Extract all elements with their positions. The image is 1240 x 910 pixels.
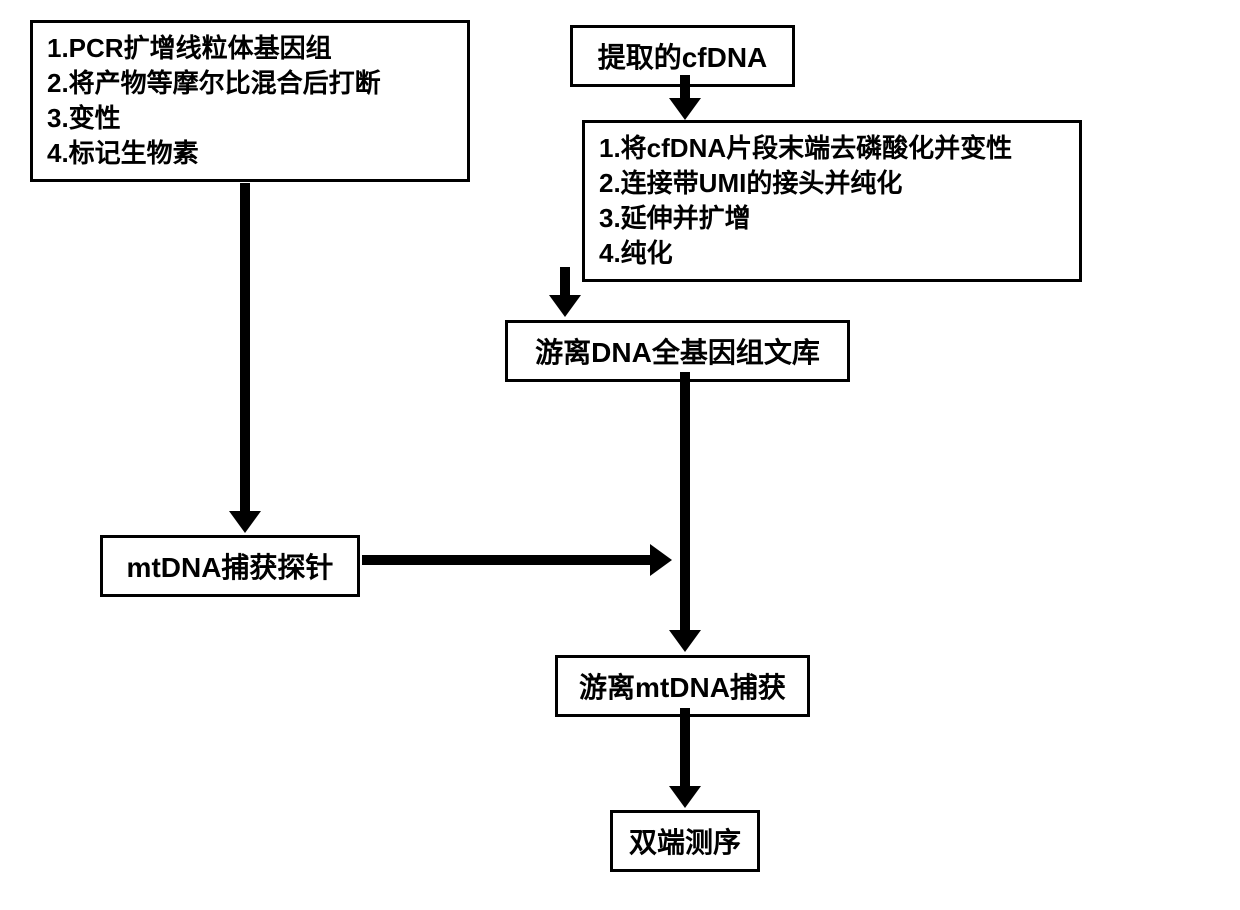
probe-step-3: 3.变性 (47, 101, 453, 136)
arrow-steps-to-library (550, 267, 580, 317)
arrow-library-to-capture (670, 372, 700, 652)
arrow-capture-to-sequencing (670, 708, 700, 808)
cfdna-step-1: 1.将cfDNA片段末端去磷酸化并变性 (599, 131, 1065, 166)
arrow-probesteps-to-probe (230, 183, 260, 533)
probe-step-4: 4.标记生物素 (47, 136, 453, 171)
probe-step-2: 2.将产物等摩尔比混合后打断 (47, 66, 453, 101)
cfdna-step-3: 3.延伸并扩增 (599, 201, 1065, 236)
arrow-cfdna-to-steps (670, 75, 700, 120)
cfdna-step-4: 4.纯化 (599, 236, 1065, 271)
probe-steps-box: 1.PCR扩增线粒体基因组 2.将产物等摩尔比混合后打断 3.变性 4.标记生物… (30, 20, 470, 182)
probe-label: mtDNA捕获探针 (127, 552, 334, 583)
probe-box: mtDNA捕获探针 (100, 535, 360, 597)
arrow-probe-to-capture-path (362, 545, 672, 575)
probe-step-1: 1.PCR扩增线粒体基因组 (47, 31, 453, 66)
sequencing-label: 双端测序 (629, 827, 741, 858)
capture-label: 游离mtDNA捕获 (579, 672, 786, 703)
sequencing-box: 双端测序 (610, 810, 760, 872)
cfdna-steps-box: 1.将cfDNA片段末端去磷酸化并变性 2.连接带UMI的接头并纯化 3.延伸并… (582, 120, 1082, 282)
cfdna-label: 提取的cfDNA (598, 42, 768, 73)
library-label: 游离DNA全基因组文库 (535, 337, 820, 368)
cfdna-step-2: 2.连接带UMI的接头并纯化 (599, 166, 1065, 201)
